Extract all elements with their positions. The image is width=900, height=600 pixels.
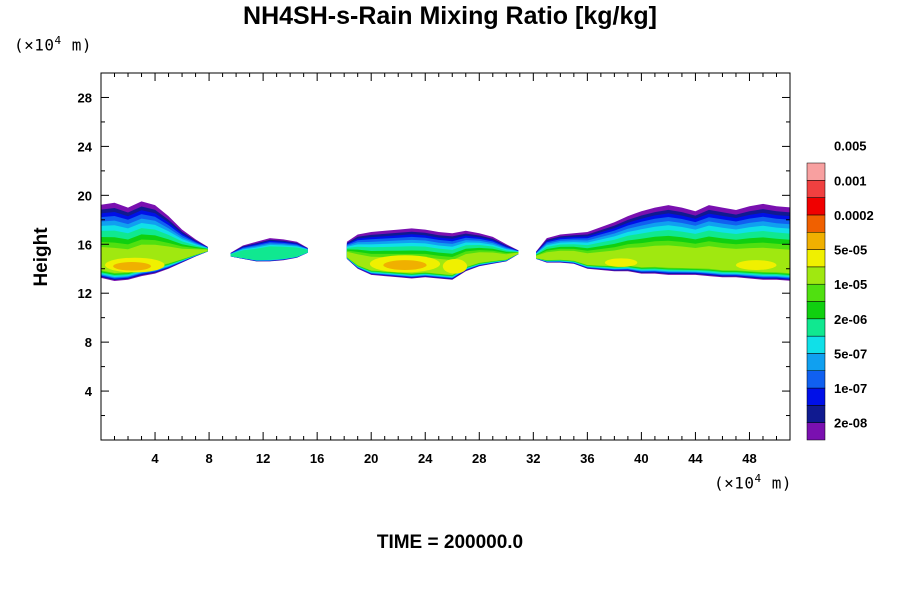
colorbar-swatch [806, 370, 826, 389]
contour-peak [442, 258, 468, 274]
x-tick-label: 48 [742, 451, 756, 466]
colorbar-swatch [806, 405, 826, 423]
colorbar: 2e-08 1e-07 5e-07 2e-06 1e-05 5e-05 0.0002 0.00… [806, 139, 874, 441]
y-tick-label: 24 [78, 139, 93, 154]
x-tick-label: 24 [418, 451, 433, 466]
colorbar-label: 0.001 [834, 173, 867, 188]
colorbar-swatch [806, 180, 826, 198]
colorbar-swatch [806, 335, 826, 354]
y-tick-label: 8 [85, 335, 92, 350]
colorbar-label: 2e-06 [834, 312, 867, 327]
x-tick-label: 16 [310, 451, 324, 466]
x-tick-label: 36 [580, 451, 594, 466]
y-tick-label: 16 [78, 237, 92, 252]
colorbar-swatch [806, 249, 826, 268]
x-tick-label: 28 [472, 451, 486, 466]
contour-band [536, 245, 790, 274]
chart-title: NH4SH-s-Rain Mixing Ratio [kg/kg] [243, 2, 657, 30]
colorbar-swatch [806, 387, 826, 406]
colorbar-swatch [806, 301, 826, 320]
y-tick-label: 28 [78, 90, 92, 105]
contour-band [230, 246, 308, 261]
contour-peak [113, 262, 151, 271]
colorbar-swatch [806, 266, 826, 285]
x-tick-label: 12 [256, 451, 270, 466]
colorbar-label: 2e-08 [834, 416, 867, 431]
colorbar-swatch [806, 214, 826, 233]
colorbar-label: 1e-05 [834, 277, 867, 292]
colorbar-swatch [806, 422, 826, 441]
y-axis-ticks: 4 8 12 16 20 24 28 [78, 90, 790, 417]
colorbar-label: 0.005 [834, 139, 867, 154]
colorbar-label: 5e-07 [834, 346, 867, 361]
x-tick-label: 4 [151, 451, 159, 466]
y-tick-label: 12 [78, 286, 92, 301]
x-axis-ticks: 4 8 12 16 20 24 28 32 36 40 44 48 [114, 73, 777, 466]
colorbar-label: 0.0002 [834, 208, 874, 223]
y-axis-unit: (×104 m) [14, 34, 93, 55]
colorbar-swatch [806, 283, 826, 302]
colorbar-label: 5e-05 [834, 243, 867, 258]
colorbar-label: 1e-07 [834, 381, 867, 396]
contour-peak [735, 260, 777, 270]
colorbar-swatch [806, 318, 826, 337]
x-tick-label: 32 [526, 451, 540, 466]
y-tick-label: 20 [78, 188, 92, 203]
colorbar-swatch [806, 353, 826, 371]
colorbar-swatch [806, 162, 826, 181]
x-tick-label: 20 [364, 451, 378, 466]
plot-frame [100, 72, 791, 441]
x-tick-label: 44 [688, 451, 703, 466]
mixing-ratio-field [101, 201, 790, 281]
x-axis-unit: (×104 m) [714, 472, 793, 493]
time-label: TIME = 200000.0 [376, 532, 524, 553]
colorbar-swatch [806, 232, 826, 250]
contour-peak [383, 260, 427, 270]
colorbar-swatch [806, 197, 826, 216]
y-tick-label: 4 [85, 384, 93, 399]
contour-peak [604, 258, 638, 267]
x-tick-label: 8 [205, 451, 212, 466]
x-tick-label: 40 [634, 451, 648, 466]
